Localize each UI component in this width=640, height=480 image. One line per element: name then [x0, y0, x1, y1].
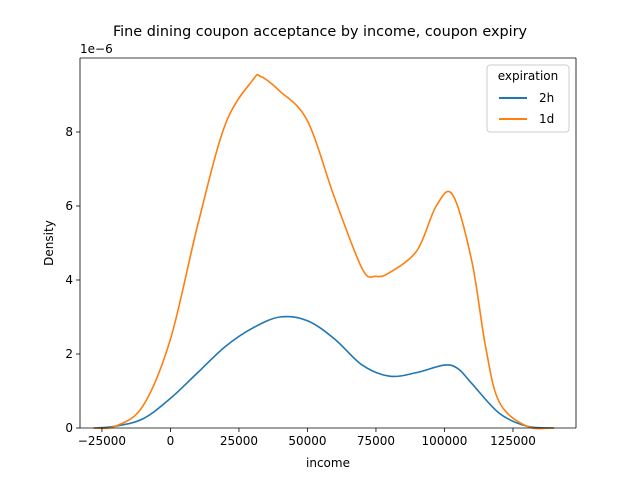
series-line-1d: [93, 73, 555, 430]
x-tick-label: 0: [167, 434, 175, 448]
legend: expiration 2h 1d: [486, 64, 570, 133]
x-tick-label: 75000: [357, 434, 395, 448]
legend-title: expiration: [498, 69, 559, 83]
x-tick-label: −25000: [78, 434, 126, 448]
y-tick-label: 8: [65, 125, 73, 139]
series-line-2h: [93, 315, 555, 429]
y-ticks: 0 2 4 6 8: [65, 125, 80, 435]
legend-frame: [486, 64, 570, 133]
x-ticks: −25000 0 25000 50000 75000 100000 125000: [78, 428, 536, 448]
y-tick-label: 6: [65, 199, 73, 213]
legend-label-1d: 1d: [539, 112, 554, 126]
x-tick-label: 50000: [288, 434, 326, 448]
x-axis-label: income: [306, 456, 350, 470]
x-tick-label: 25000: [220, 434, 258, 448]
x-tick-label: 125000: [490, 434, 536, 448]
y-scale-label: 1e−6: [80, 42, 113, 56]
x-tick-label: 100000: [422, 434, 468, 448]
y-tick-label: 2: [65, 347, 73, 361]
series-layer: [93, 73, 555, 430]
chart-title: Fine dining coupon acceptance by income,…: [113, 24, 528, 40]
y-tick-label: 0: [65, 421, 73, 435]
y-axis-label: Density: [42, 220, 56, 266]
y-tick-label: 4: [65, 273, 73, 287]
legend-label-2h: 2h: [539, 91, 554, 105]
